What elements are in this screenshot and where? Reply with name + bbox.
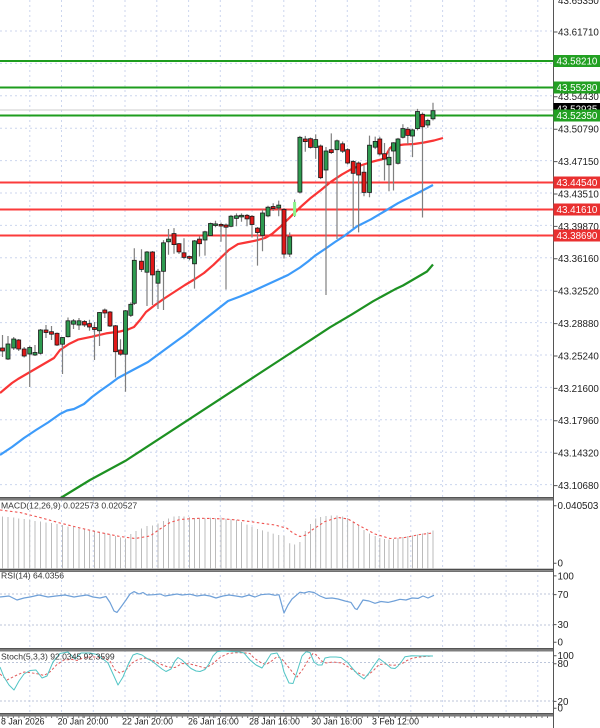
svg-text:43.47150: 43.47150: [558, 157, 599, 168]
svg-text:80: 80: [558, 659, 569, 670]
svg-text:0: 0: [558, 559, 564, 570]
svg-text:70: 70: [558, 590, 569, 601]
svg-text:43.39870: 43.39870: [558, 222, 599, 233]
svg-text:43.58210: 43.58210: [557, 57, 598, 68]
svg-text:43.54430: 43.54430: [558, 92, 599, 103]
svg-text:0: 0: [558, 638, 564, 649]
svg-text:3 Feb 12:00: 3 Feb 12:00: [372, 717, 419, 727]
svg-text:0: 0: [558, 704, 564, 715]
svg-text:43.32520: 43.32520: [558, 287, 599, 298]
svg-text:0.040503: 0.040503: [558, 501, 599, 512]
svg-text:43.14320: 43.14320: [558, 449, 599, 460]
svg-text:43.25240: 43.25240: [558, 351, 599, 362]
svg-text:MACD(12,26,9) 0.022573 0.02052: MACD(12,26,9) 0.022573 0.020527: [1, 501, 137, 511]
svg-text:43.44540: 43.44540: [557, 178, 598, 189]
svg-text:43.65350: 43.65350: [558, 0, 599, 7]
svg-text:43.36160: 43.36160: [558, 254, 599, 265]
svg-text:100: 100: [558, 651, 575, 662]
svg-text:43.21600: 43.21600: [558, 384, 599, 395]
svg-text:43.43510: 43.43510: [558, 189, 599, 200]
svg-text:22 Jan 20:00: 22 Jan 20:00: [122, 717, 173, 727]
svg-text:Stoch(5,3,3) 92.0345 92.3599: Stoch(5,3,3) 92.0345 92.3599: [1, 652, 115, 662]
svg-text:28 Jan 16:00: 28 Jan 16:00: [249, 717, 300, 727]
svg-text:RSI(14) 64.0356: RSI(14) 64.0356: [1, 571, 64, 581]
svg-text:26 Jan 16:00: 26 Jan 16:00: [188, 717, 239, 727]
svg-text:43.50790: 43.50790: [558, 125, 599, 136]
svg-text:8 Jan 2026: 8 Jan 2026: [1, 717, 45, 727]
svg-text:43.55280: 43.55280: [557, 83, 598, 94]
svg-text:30: 30: [558, 620, 569, 631]
svg-text:30 Jan 16:00: 30 Jan 16:00: [311, 717, 362, 727]
svg-text:20 Jan 20:00: 20 Jan 20:00: [58, 717, 109, 727]
svg-text:43.52350: 43.52350: [557, 111, 598, 122]
svg-text:43.28880: 43.28880: [558, 319, 599, 330]
svg-text:100: 100: [558, 571, 575, 582]
svg-text:43.61710: 43.61710: [558, 27, 599, 38]
svg-text:43.17960: 43.17960: [558, 416, 599, 427]
svg-text:43.10680: 43.10680: [558, 481, 599, 492]
svg-text:43.41610: 43.41610: [557, 205, 598, 216]
svg-text:43.38690: 43.38690: [557, 231, 598, 242]
svg-text:20: 20: [558, 697, 569, 708]
